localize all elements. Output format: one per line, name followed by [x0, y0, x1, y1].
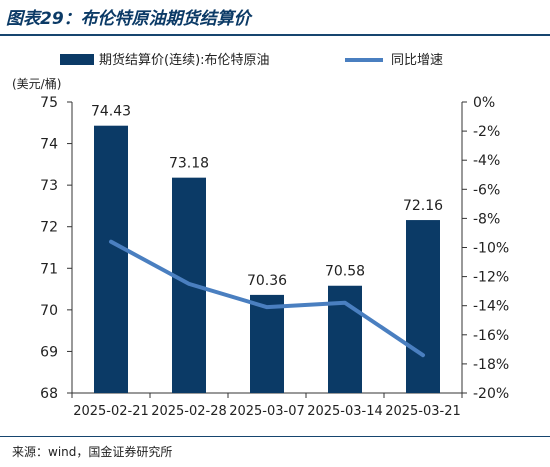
left-tick-label: 71: [40, 261, 58, 277]
title-rule: [0, 34, 550, 36]
left-tick-label: 75: [40, 95, 58, 111]
bar: [406, 220, 440, 393]
legend-bar-label: 期货结算价(连续):布伦特原油: [99, 52, 270, 68]
growth-line-point: [188, 283, 190, 285]
x-tick-label: 2025-03-21: [385, 404, 461, 419]
source-note: 来源：wind，国金证券研究所: [12, 445, 173, 459]
left-tick-label: 73: [40, 178, 58, 194]
right-tick-label: -18%: [473, 357, 509, 373]
bar-data-label: 70.36: [247, 273, 287, 289]
growth-line-point: [422, 354, 424, 356]
legend: 期货结算价(连续):布伦特原油 同比增速: [60, 52, 443, 68]
axes: 68 69 70 71 72 73 74 75 0% -2% -4% -6% -8% -10% -12% -1…: [40, 95, 509, 419]
right-tick-label: -10%: [473, 241, 509, 257]
left-tick-label: 68: [40, 386, 58, 402]
legend-bar-swatch: [60, 54, 94, 65]
bars: [94, 125, 440, 394]
growth-line-point: [344, 302, 346, 304]
growth-line-point: [266, 306, 268, 308]
right-tick-label: -6%: [473, 182, 500, 198]
right-tick-label: 0%: [473, 95, 495, 111]
left-tick-label: 72: [40, 220, 58, 236]
x-tick-label: 2025-02-28: [151, 404, 227, 419]
right-tick-label: -8%: [473, 211, 500, 227]
bar-data-label: 70.58: [325, 264, 365, 280]
x-tick-label: 2025-02-21: [73, 404, 149, 419]
left-tick-label: 69: [40, 344, 58, 360]
right-tick-label: -2%: [473, 124, 500, 140]
data-labels: 74.43 73.18 70.36 70.58 72.16: [91, 104, 443, 289]
legend-line-label: 同比增速: [391, 53, 443, 68]
bar-data-label: 72.16: [403, 198, 443, 214]
bar-data-label: 73.18: [169, 156, 209, 172]
right-tick-label: -14%: [473, 299, 509, 315]
left-tick-label: 70: [40, 303, 58, 319]
chart: 期货结算价(连续):布伦特原油 同比增速 (美元/桶) 68 69 70 71 72 73 7…: [12, 52, 509, 419]
growth-line-point: [110, 241, 112, 243]
right-tick-label: -12%: [473, 270, 509, 286]
x-tick-label: 2025-03-14: [307, 404, 383, 419]
right-tick-label: -4%: [473, 153, 500, 169]
right-tick-label: -16%: [473, 328, 509, 344]
left-axis-unit: (美元/桶): [12, 76, 61, 91]
growth-line: [109, 239, 425, 358]
left-tick-label: 74: [40, 137, 58, 153]
bar: [94, 125, 128, 394]
bar-data-label: 74.43: [91, 104, 131, 120]
right-tick-label: -20%: [473, 386, 509, 402]
figure-title: 图表29：布伦特原油期货结算价: [6, 9, 251, 29]
x-tick-label: 2025-03-07: [229, 404, 305, 419]
bar: [250, 294, 284, 393]
source-rule: [0, 436, 550, 437]
